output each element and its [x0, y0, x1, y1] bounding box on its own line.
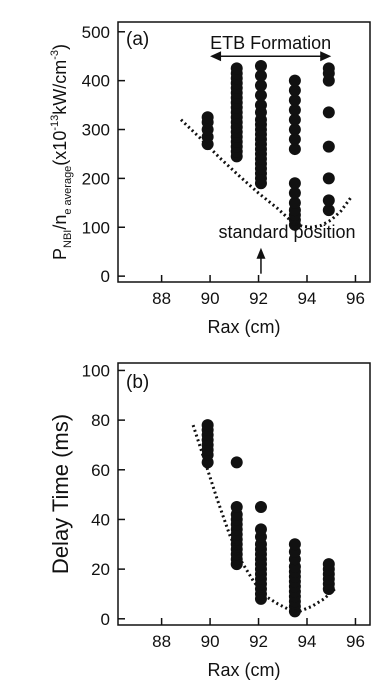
- y-tick-label: 100: [82, 218, 110, 237]
- boundary-line-a: [179, 118, 352, 229]
- y-axis-label-b: Delay Time (ms): [48, 414, 73, 574]
- data-point: [288, 177, 301, 190]
- data-point: [322, 558, 335, 571]
- plot-frame-b: [117, 362, 371, 626]
- data-point: [254, 79, 267, 92]
- panel-a: 0 100 200 300 400 500 88 90 92 94 96 (a) ETB Form…: [49, 21, 371, 337]
- y-tick-label: 200: [82, 169, 110, 188]
- data-point: [288, 133, 301, 146]
- data-point: [254, 89, 267, 102]
- data-point: [288, 94, 301, 107]
- x-tick-label: 92: [249, 632, 268, 651]
- y-tick-label: 60: [91, 461, 110, 480]
- y-tick-label: 20: [91, 560, 110, 579]
- data-point: [230, 456, 243, 469]
- etb-formation-arrowhead-left: [210, 51, 222, 62]
- panel-label-a: (a): [126, 29, 149, 50]
- data-point: [254, 59, 267, 72]
- data-point: [254, 69, 267, 82]
- y-tick-label: 80: [91, 411, 110, 430]
- x-tick-label: 88: [152, 632, 171, 651]
- x-axis-label-b: Rax (cm): [208, 660, 281, 680]
- y-tick-label: 40: [91, 510, 110, 529]
- y-tick-label: 100: [82, 361, 110, 380]
- data-point: [254, 501, 267, 514]
- data-point: [201, 419, 214, 432]
- y-axis-label-a: PNBI/ne average(x10-13kW/cm-3): [49, 44, 74, 260]
- data-point: [322, 62, 335, 75]
- x-tick-label: 90: [201, 632, 220, 651]
- data-point: [322, 140, 335, 153]
- x-tick-label: 94: [298, 289, 317, 308]
- plot-frame-a: [117, 21, 371, 283]
- etb-formation-label: ETB Formation: [210, 33, 331, 53]
- data-point: [288, 103, 301, 116]
- panel-label-b: (b): [126, 372, 149, 393]
- standard-position-label: standard position: [218, 222, 355, 242]
- y-tick-label: 300: [82, 121, 110, 140]
- data-point: [230, 62, 243, 75]
- x-tick-label: 88: [152, 289, 171, 308]
- etb-formation-arrowhead-right: [320, 51, 332, 62]
- x-tick-label: 96: [346, 632, 365, 651]
- y-tick-label: 500: [82, 23, 110, 42]
- data-point: [322, 204, 335, 217]
- x-tick-label: 92: [249, 289, 268, 308]
- x-tick-label: 90: [201, 289, 220, 308]
- x-axis-label-a: Rax (cm): [208, 317, 281, 337]
- data-point: [322, 194, 335, 207]
- x-tick-label: 96: [346, 289, 365, 308]
- data-point: [322, 172, 335, 185]
- data-point: [288, 113, 301, 126]
- data-point: [254, 523, 267, 536]
- data-point: [288, 74, 301, 87]
- data-point: [254, 99, 267, 112]
- data-point: [288, 123, 301, 136]
- data-point: [201, 111, 214, 124]
- standard-position-arrowhead: [256, 247, 266, 259]
- data-point: [288, 187, 301, 200]
- data-point: [288, 84, 301, 97]
- y-tick-label: 0: [101, 610, 110, 629]
- data-point: [288, 538, 301, 551]
- y-tick-label: 0: [101, 267, 110, 286]
- data-point: [322, 106, 335, 119]
- panel-b: 0 20 40 60 80 100 88 90 92 94 96 (b) Rax (cm) Del…: [48, 361, 371, 680]
- data-point: [230, 501, 243, 514]
- data-point: [288, 196, 301, 209]
- x-tick-label: 94: [298, 632, 317, 651]
- data-point: [288, 143, 301, 156]
- y-tick-label: 400: [82, 72, 110, 91]
